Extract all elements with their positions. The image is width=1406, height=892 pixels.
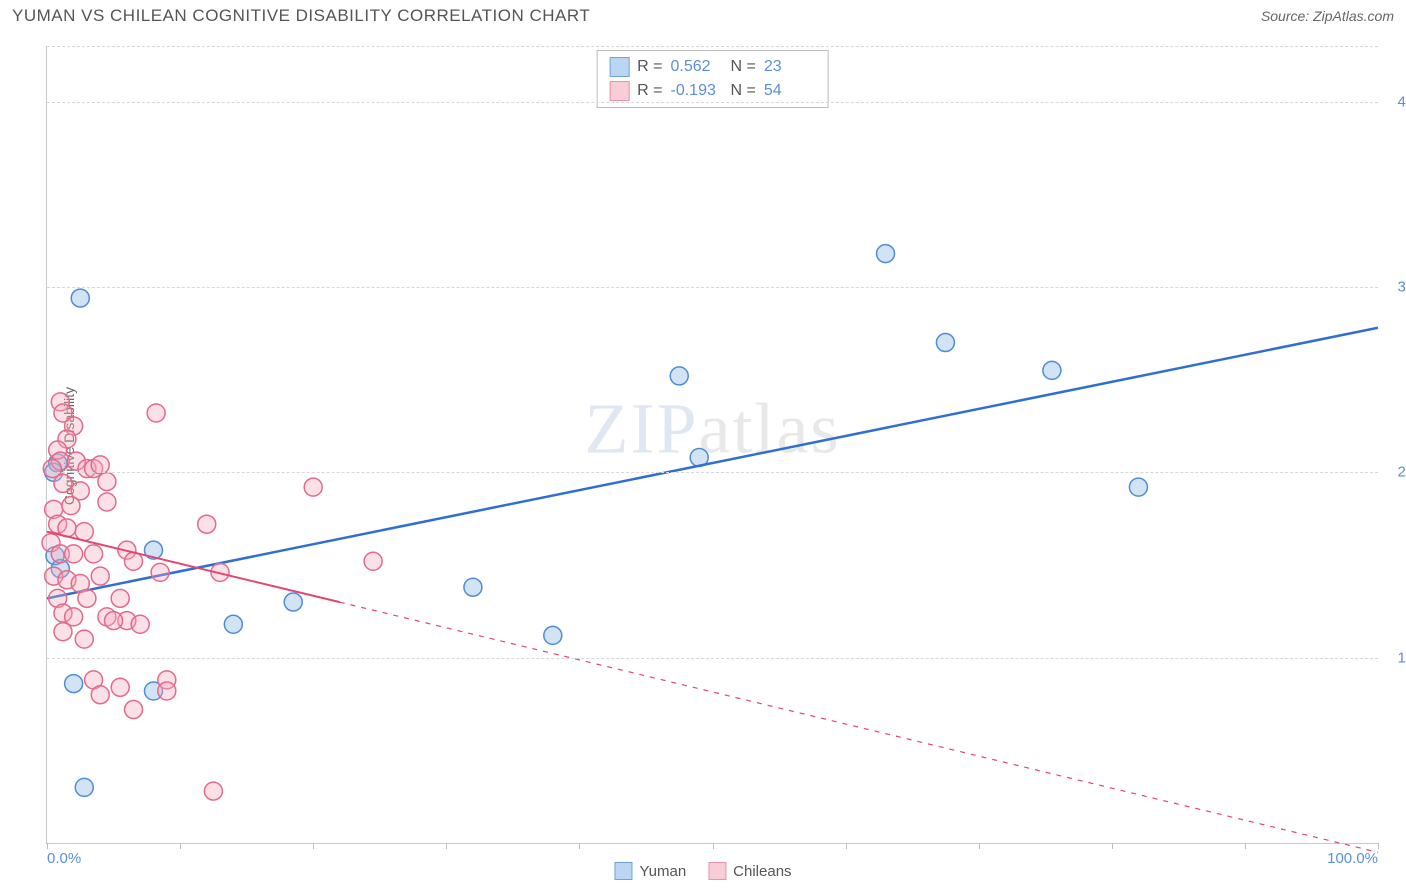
scatter-point (111, 589, 129, 607)
scatter-point (224, 615, 242, 633)
x-tick (446, 843, 447, 849)
scatter-point (158, 682, 176, 700)
legend-swatch (614, 862, 632, 880)
scatter-point (111, 678, 129, 696)
gridline (47, 102, 1378, 103)
legend-label: Chileans (733, 863, 791, 880)
scatter-point (936, 334, 954, 352)
x-tick-label: 0.0% (47, 850, 81, 867)
scatter-point (204, 782, 222, 800)
scatter-point (544, 626, 562, 644)
x-tick (47, 843, 48, 849)
x-tick (846, 843, 847, 849)
scatter-point (91, 686, 109, 704)
scatter-point (91, 567, 109, 585)
scatter-point (75, 778, 93, 796)
y-tick-label: 40.0% (1397, 93, 1406, 110)
scatter-point (98, 493, 116, 511)
gridline (47, 46, 1378, 47)
legend-swatch (708, 862, 726, 880)
trend-line-dashed (340, 602, 1378, 852)
scatter-point (1043, 361, 1061, 379)
scatter-point (670, 367, 688, 385)
scatter-point (147, 404, 165, 422)
legend-item: Chileans (708, 862, 791, 880)
x-tick-label: 100.0% (1327, 850, 1378, 867)
scatter-point (364, 552, 382, 570)
x-tick (1378, 843, 1379, 849)
scatter-point (877, 245, 895, 263)
scatter-point (198, 515, 216, 533)
scatter-point (1129, 478, 1147, 496)
scatter-svg (47, 46, 1378, 843)
scatter-point (91, 456, 109, 474)
x-tick (1245, 843, 1246, 849)
y-tick-label: 20.0% (1397, 464, 1406, 481)
bottom-legend: Yuman Chileans (614, 862, 791, 880)
x-tick (713, 843, 714, 849)
scatter-point (464, 578, 482, 596)
scatter-point (284, 593, 302, 611)
x-tick (313, 843, 314, 849)
scatter-point (131, 615, 149, 633)
scatter-point (75, 630, 93, 648)
scatter-point (304, 478, 322, 496)
gridline (47, 472, 1378, 473)
chart-title: YUMAN VS CHILEAN COGNITIVE DISABILITY CO… (12, 6, 590, 26)
legend-item: Yuman (614, 862, 686, 880)
scatter-point (71, 289, 89, 307)
scatter-point (78, 589, 96, 607)
scatter-point (65, 545, 83, 563)
scatter-point (65, 675, 83, 693)
chart-plot-area: ZIPatlas R =0.562N =23R =-0.193N =54 10.… (46, 46, 1378, 844)
x-tick (1112, 843, 1113, 849)
scatter-point (62, 497, 80, 515)
x-tick (579, 843, 580, 849)
scatter-point (105, 612, 123, 630)
scatter-point (75, 523, 93, 541)
scatter-point (54, 623, 72, 641)
x-tick (979, 843, 980, 849)
scatter-point (151, 563, 169, 581)
y-tick-label: 30.0% (1397, 278, 1406, 295)
source-label: Source: ZipAtlas.com (1261, 8, 1394, 24)
scatter-point (98, 473, 116, 491)
y-tick-label: 10.0% (1397, 649, 1406, 666)
legend-label: Yuman (639, 863, 686, 880)
x-tick (180, 843, 181, 849)
trend-line (47, 328, 1378, 599)
gridline (47, 287, 1378, 288)
gridline (47, 658, 1378, 659)
scatter-point (54, 474, 72, 492)
scatter-point (125, 701, 143, 719)
scatter-point (85, 545, 103, 563)
